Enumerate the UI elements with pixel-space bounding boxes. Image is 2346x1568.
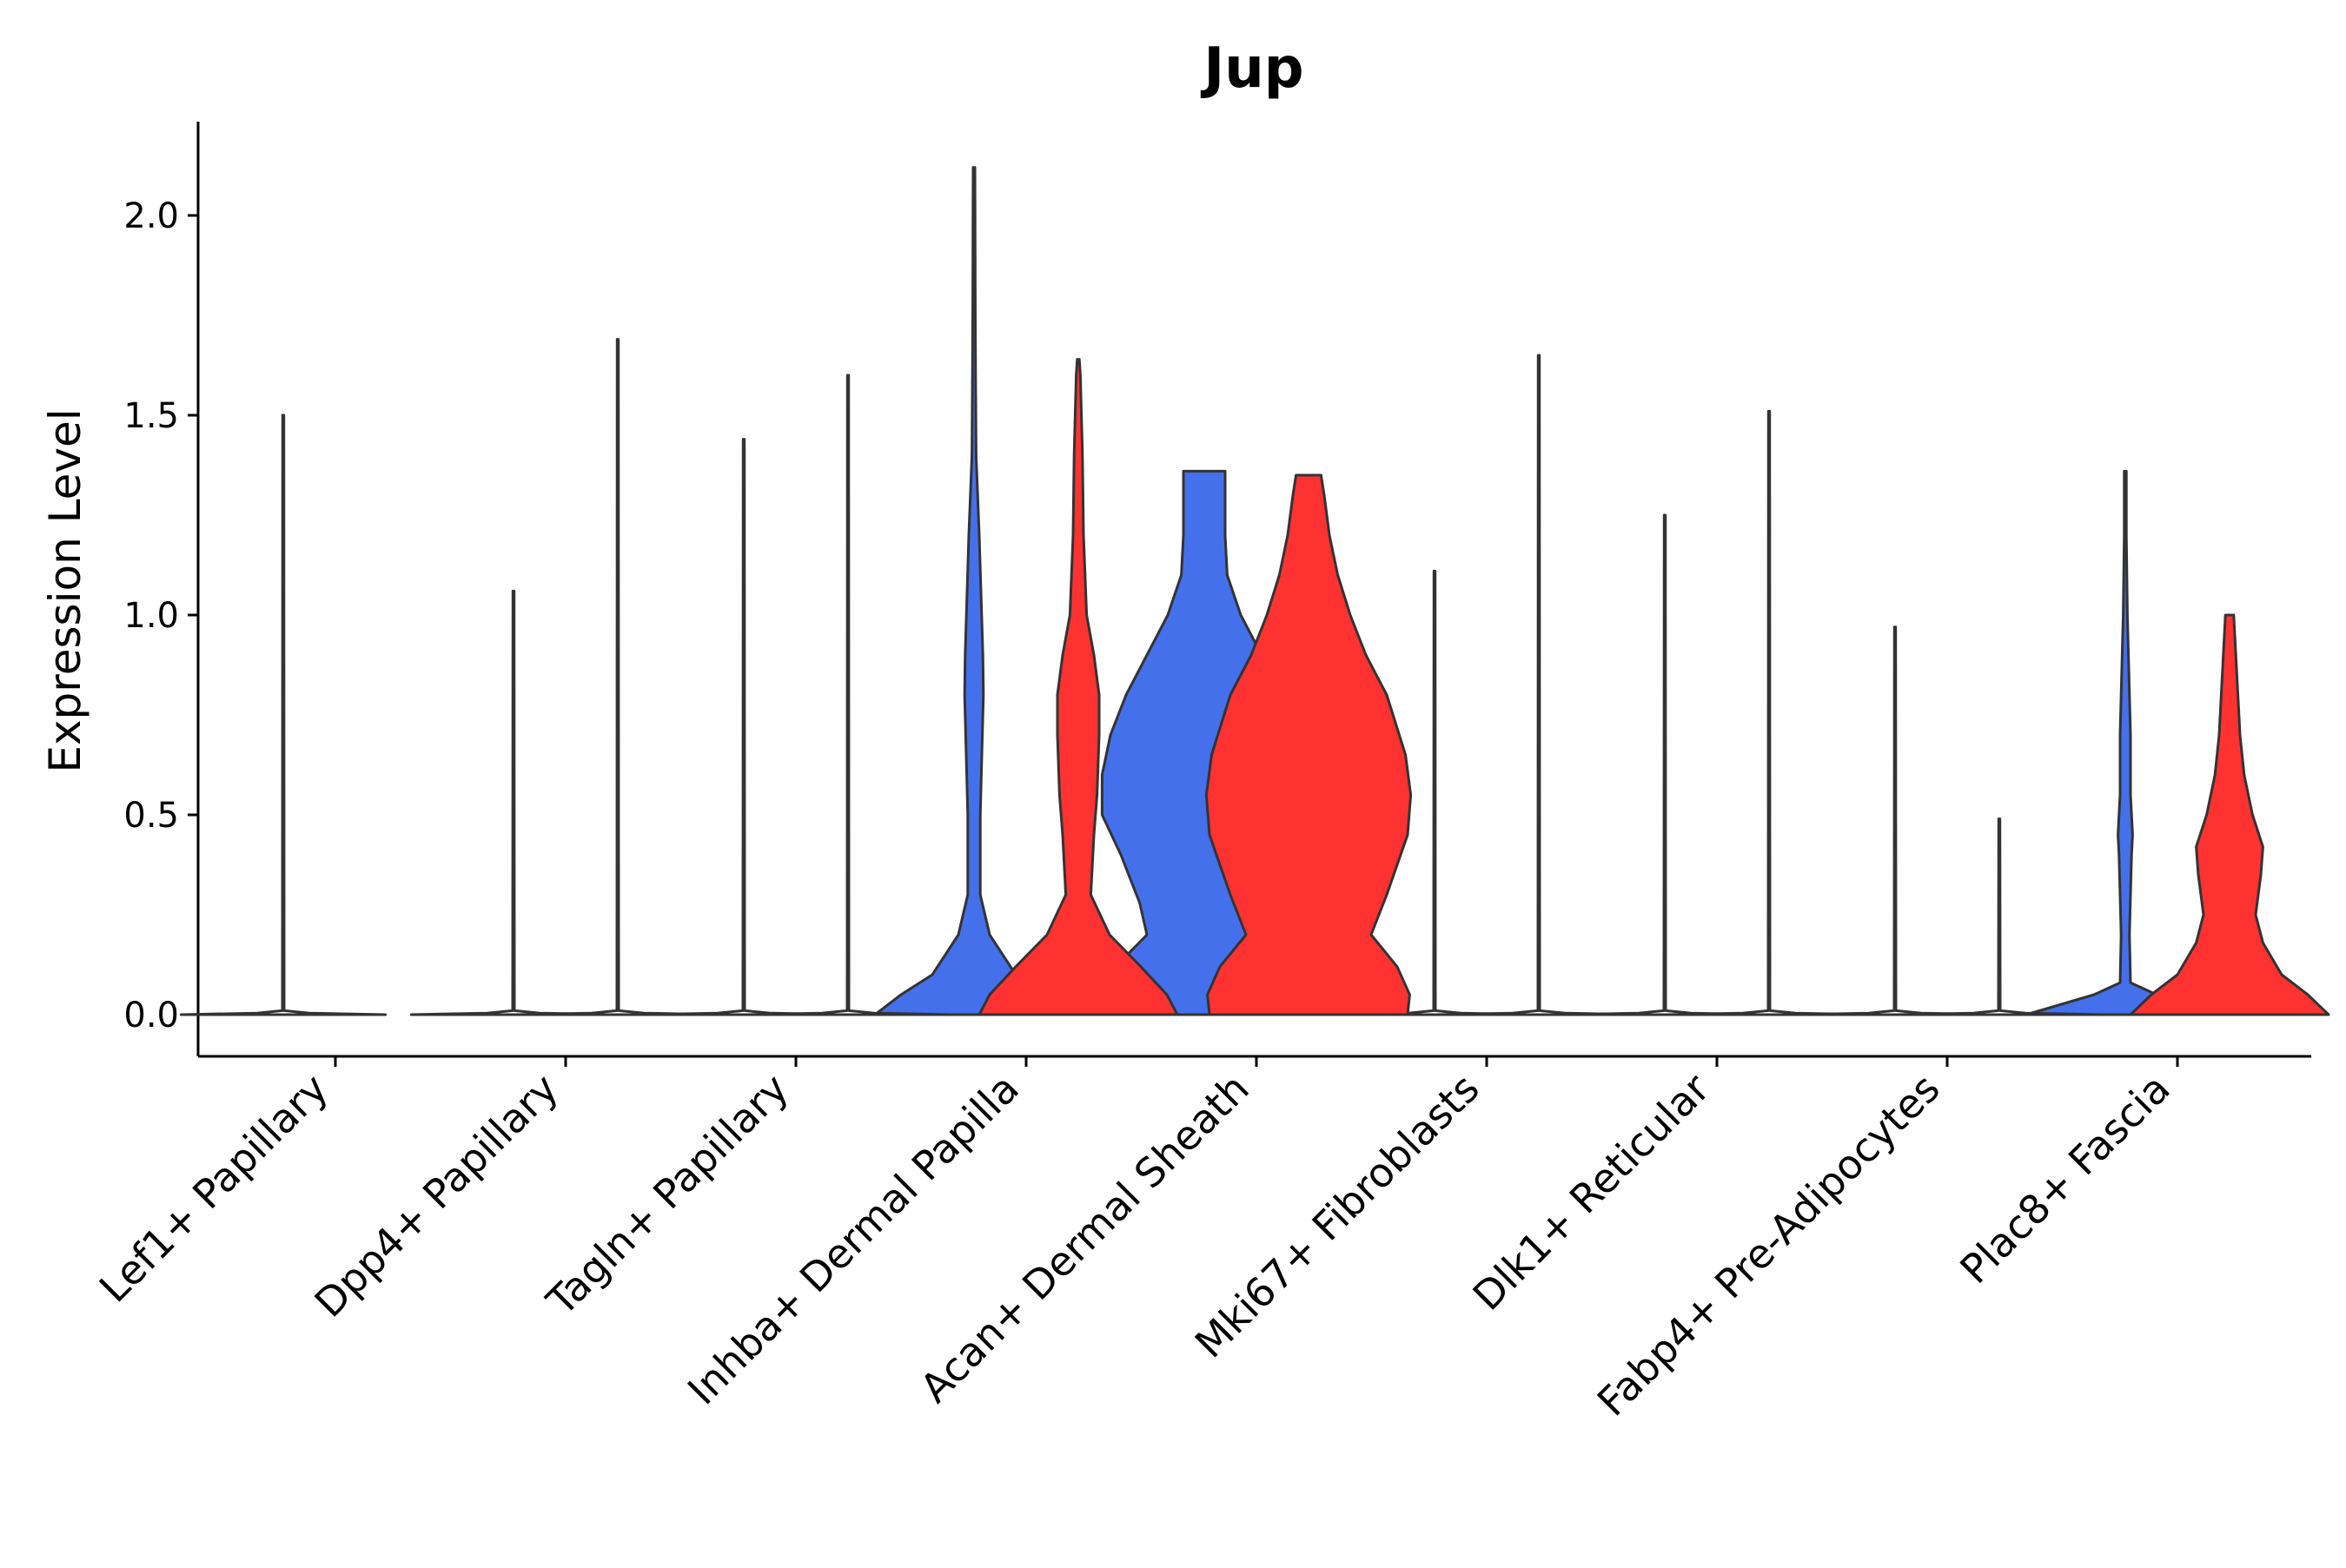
- violin-blue-9: [2025, 469, 2226, 1016]
- violin-blue-7: [1561, 513, 1769, 1016]
- y-tick-label: 2.0: [123, 196, 179, 236]
- chart-title: Jup: [1200, 36, 1303, 101]
- violin-blue-3: [640, 438, 848, 1016]
- violin-red-9: [2129, 613, 2330, 1016]
- violin-red-8: [1895, 817, 2104, 1016]
- x-tick-label: Dlk1+ Reticular: [1464, 1065, 1719, 1320]
- violin-red-7: [1665, 409, 1873, 1016]
- x-tick-label: Lef1+ Papillary: [90, 1065, 337, 1312]
- y-tick-label: 1.0: [123, 596, 179, 636]
- violin-red-2: [514, 338, 722, 1016]
- x-tick-label: Plac8+ Fascia: [1951, 1065, 2178, 1293]
- x-tick-label: Tagln+ Papillary: [537, 1065, 798, 1326]
- violin-blue-1: [179, 414, 388, 1016]
- y-tick-label: 0.5: [123, 796, 179, 836]
- y-tick-label: 1.5: [123, 396, 179, 436]
- violin-red-6: [1435, 354, 1643, 1016]
- violin-blue-8: [1791, 625, 1999, 1016]
- violin-red-3: [744, 374, 952, 1016]
- x-tick-label: Dpp4+ Papillary: [306, 1065, 567, 1327]
- y-axis-label: Expression Level: [40, 408, 90, 772]
- violin-red-4: [978, 358, 1179, 1016]
- violin-blue-2: [409, 589, 618, 1016]
- violin-red-5: [1204, 473, 1413, 1016]
- y-tick-label: 0.0: [123, 996, 179, 1035]
- violin-blue-4: [873, 166, 1075, 1016]
